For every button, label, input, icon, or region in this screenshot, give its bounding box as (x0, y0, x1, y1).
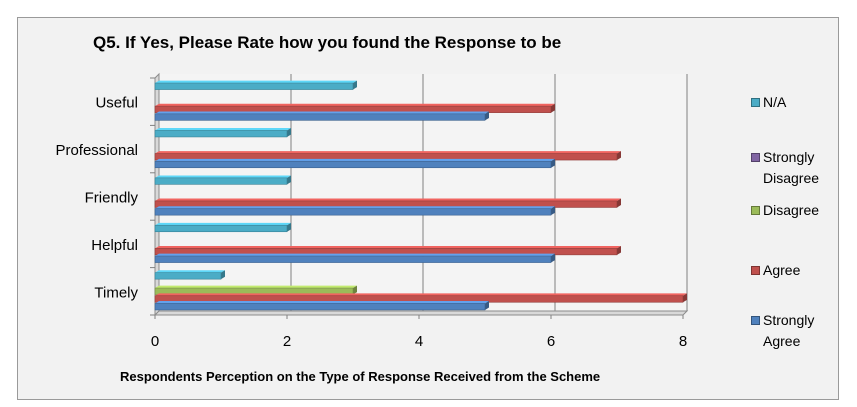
bar-end-face (485, 111, 489, 121)
bar-top-face (155, 111, 489, 114)
bar-end-face (551, 158, 555, 168)
x-axis-floor (153, 310, 689, 316)
chart-title: Q5. If Yes, Please Rate how you found th… (93, 33, 562, 52)
bar-end-face (485, 301, 489, 310)
bar-top-face (155, 293, 687, 296)
bar-top-face (155, 198, 621, 201)
bar-helpful-strongly-agree (154, 255, 552, 263)
bar-useful-n-a (154, 82, 354, 90)
bar-end-face (617, 245, 621, 255)
y-category-label: Timely (94, 284, 138, 301)
legend-item: Agree (751, 260, 847, 281)
legend-swatch (751, 98, 760, 107)
x-tick-label: 8 (679, 333, 687, 350)
legend-swatch (751, 153, 760, 162)
bar-helpful-n-a (154, 224, 288, 233)
bar-professional-n-a (154, 130, 288, 138)
bar-end-face (221, 270, 225, 280)
legend-label: N/A (763, 94, 787, 110)
y-category-label: Friendly (85, 190, 139, 207)
legend-item: Strongly Agree (751, 310, 847, 352)
bar-top-face (155, 245, 621, 249)
bar-end-face (287, 128, 291, 137)
bar-end-face (551, 206, 555, 216)
legend-label: Strongly Disagree (763, 149, 820, 186)
x-tick-label: 2 (283, 333, 291, 350)
bar-timely-n-a (154, 272, 222, 280)
bar-top-face (155, 151, 621, 154)
bar-top-face (155, 253, 555, 257)
x-axis-title: Respondents Perception on the Type of Re… (120, 369, 601, 384)
bar-top-face (155, 301, 489, 304)
bar-end-face (551, 253, 555, 263)
y-category-label: Helpful (91, 237, 138, 254)
bar-end-face (551, 103, 555, 113)
bar-end-face (353, 285, 357, 295)
bar-end-face (287, 222, 291, 232)
legend-swatch (751, 206, 760, 215)
y-category-label: Professional (55, 142, 138, 159)
x-tick-label: 4 (415, 333, 423, 350)
bar-top-face (155, 80, 357, 84)
bar-useful-strongly-agree (154, 113, 486, 121)
legend-item: Disagree (751, 200, 847, 221)
bar-top-face (155, 206, 555, 209)
bar-end-face (617, 198, 621, 208)
bar-end-face (617, 151, 621, 161)
legend-label: Agree (763, 262, 801, 278)
bar-professional-strongly-agree (154, 160, 552, 169)
bar-end-face (353, 80, 357, 90)
legend-swatch (751, 266, 760, 275)
legend-item: N/A (751, 92, 847, 113)
bar-top-face (155, 128, 291, 131)
legend-swatch (751, 316, 760, 325)
bar-top-face (155, 175, 291, 178)
legend-item: Strongly Disagree (751, 147, 847, 189)
bar-timely-strongly-agree (154, 303, 486, 311)
y-category-label: Useful (95, 95, 138, 112)
legend-label: Disagree (763, 202, 820, 218)
bar-top-face (155, 270, 225, 273)
bar-top-face (155, 158, 555, 162)
bar-top-face (155, 285, 357, 289)
bar-top-face (155, 103, 555, 107)
legend-label: Strongly Agree (763, 312, 815, 349)
bar-top-face (155, 222, 291, 226)
bar-friendly-strongly-agree (154, 208, 552, 216)
bar-friendly-n-a (154, 177, 288, 185)
bar-end-face (287, 175, 291, 185)
x-tick-label: 0 (151, 333, 159, 350)
x-tick-label: 6 (547, 333, 555, 350)
bar-end-face (683, 293, 687, 303)
